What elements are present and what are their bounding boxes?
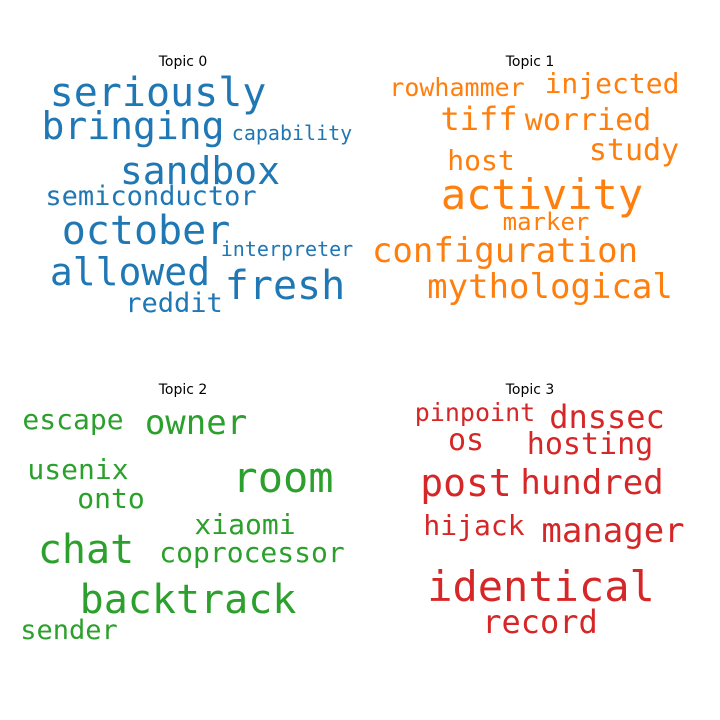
word-chat: chat — [38, 527, 134, 573]
word-pinpoint: pinpoint — [415, 398, 535, 427]
topic-1-title: Topic 1 — [505, 54, 555, 70]
word-reddit: reddit — [125, 288, 223, 319]
word-hijack: hijack — [423, 509, 524, 542]
word-interpreter: interpreter — [221, 237, 353, 261]
word-dnssec: dnssec — [549, 398, 665, 436]
word-os: os — [448, 423, 484, 458]
topic-3-panel: Topic 3 pinpoint dnssec os hosting post … — [415, 382, 685, 641]
word-mythological: mythological — [427, 267, 673, 307]
word-owner: owner — [145, 403, 247, 443]
word-usenix: usenix — [27, 453, 128, 486]
word-sandbox: sandbox — [120, 149, 280, 193]
topic-3-title: Topic 3 — [505, 382, 555, 398]
word-allowed: allowed — [50, 250, 210, 294]
topic-0-title: Topic 0 — [158, 54, 208, 70]
topic-0-panel: Topic 0 seriously bringing capability sa… — [41, 54, 353, 319]
word-xiaomi: xiaomi — [194, 508, 295, 541]
topic-1-panel: Topic 1 rowhammer injected tiff worried … — [372, 54, 679, 307]
word-activity: activity — [441, 170, 643, 219]
word-study: study — [589, 133, 679, 168]
word-manager: manager — [541, 511, 684, 551]
word-worried: worried — [525, 103, 651, 138]
word-october: october — [62, 208, 231, 254]
word-hosting: hosting — [527, 427, 653, 462]
word-configuration: configuration — [372, 231, 638, 271]
word-hundred: hundred — [520, 463, 663, 503]
word-onto: onto — [77, 482, 144, 515]
word-post: post — [420, 461, 512, 505]
word-fresh: fresh — [225, 263, 345, 309]
word-capability: capability — [232, 121, 352, 145]
word-escape: escape — [22, 403, 123, 436]
word-bringing: bringing — [41, 104, 224, 148]
word-tiff: tiff — [440, 100, 517, 138]
topic-2-title: Topic 2 — [158, 382, 208, 398]
word-identical: identical — [427, 562, 655, 611]
word-semiconductor: semiconductor — [45, 181, 256, 212]
word-coprocessor: coprocessor — [159, 536, 344, 569]
word-sender: sender — [20, 615, 118, 646]
word-host: host — [447, 144, 514, 177]
word-record: record — [482, 603, 598, 641]
word-rowhammer: rowhammer — [389, 73, 524, 102]
word-injected: injected — [545, 67, 680, 100]
topic-2-panel: Topic 2 escape owner usenix room onto xi… — [20, 382, 344, 646]
word-seriously: seriously — [50, 70, 267, 116]
word-room: room — [232, 453, 333, 502]
word-backtrack: backtrack — [80, 577, 297, 623]
word-marker: marker — [503, 208, 590, 236]
